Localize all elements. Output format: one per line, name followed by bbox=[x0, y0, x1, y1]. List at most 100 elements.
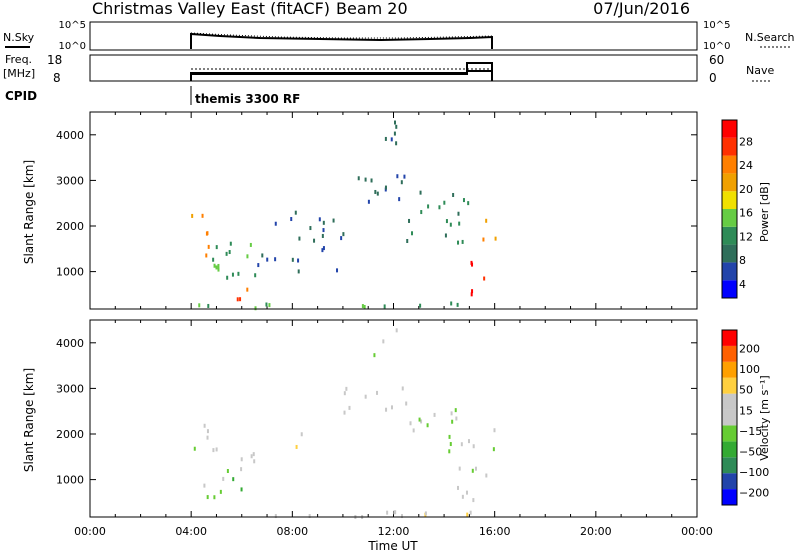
time-tick-label: 00:00 bbox=[681, 525, 713, 538]
velocity-cell bbox=[451, 419, 454, 424]
power-cell bbox=[254, 273, 257, 278]
power-cell bbox=[483, 276, 486, 281]
velocity-cell bbox=[469, 510, 472, 515]
velocity-cell bbox=[450, 411, 453, 416]
power-cell bbox=[207, 303, 210, 308]
velocity-cell bbox=[193, 446, 196, 451]
velocity-cell bbox=[386, 510, 389, 515]
beam-title: Beam 20 bbox=[336, 0, 408, 18]
power-cell bbox=[374, 189, 377, 194]
power-cell bbox=[229, 241, 232, 246]
power-cell bbox=[364, 177, 367, 182]
time-tick-label: 20:00 bbox=[580, 525, 612, 538]
power-colorbar-swatch bbox=[722, 244, 737, 263]
power-cell bbox=[294, 210, 297, 215]
power-cell bbox=[443, 200, 446, 205]
power-colorbar-tick: 28 bbox=[739, 135, 753, 148]
velocity-colorbar-swatch bbox=[722, 489, 737, 505]
power-cell bbox=[357, 176, 360, 181]
velocity-cell bbox=[206, 429, 209, 434]
power-cell bbox=[290, 217, 293, 222]
velocity-cell bbox=[424, 511, 427, 516]
velocity-colorbar-swatch bbox=[722, 425, 737, 442]
velocity-cell bbox=[222, 476, 225, 481]
power-cell bbox=[274, 257, 277, 262]
velocity-colorbar-frame bbox=[721, 329, 738, 506]
power-cell bbox=[427, 204, 430, 209]
power-cell bbox=[225, 251, 228, 256]
velocity-cell bbox=[252, 452, 255, 457]
velocity-colorbar-tick: −15 bbox=[739, 425, 762, 438]
power-cell bbox=[361, 304, 364, 309]
velocity-cell bbox=[343, 410, 346, 415]
power-cell bbox=[384, 185, 387, 190]
velocity-colorbar-tick: 100 bbox=[739, 363, 760, 376]
power-cell bbox=[419, 303, 422, 308]
velocity-cell bbox=[492, 447, 495, 452]
time-tick-label: 12:00 bbox=[378, 525, 410, 538]
freq-panel bbox=[89, 54, 698, 82]
power-colorbar-tick: 8 bbox=[739, 254, 746, 267]
power-cell bbox=[217, 267, 220, 272]
power-cell bbox=[384, 136, 387, 141]
velocity-cell bbox=[467, 439, 470, 444]
velocity-cell bbox=[461, 494, 464, 499]
power-cell bbox=[336, 268, 339, 273]
power-cell bbox=[445, 219, 448, 224]
velocity-colorbar-tick: 15 bbox=[739, 404, 753, 417]
power-colorbar-swatch bbox=[722, 137, 737, 156]
power-ytick-label: 2000 bbox=[56, 220, 84, 233]
power-cell bbox=[322, 246, 325, 251]
power-cell bbox=[485, 218, 488, 223]
power-cell bbox=[205, 253, 208, 258]
power-cell bbox=[470, 292, 473, 297]
power-cell bbox=[376, 191, 379, 196]
power-cell bbox=[237, 271, 240, 276]
time-axis-label: Time UT bbox=[367, 539, 418, 553]
power-colorbar-tick: 24 bbox=[739, 159, 753, 172]
velocity-panel: 4000 3000 2000 1000 bbox=[56, 320, 698, 519]
velocity-cell bbox=[466, 512, 469, 517]
power-cell bbox=[217, 263, 220, 268]
velocity-cell bbox=[308, 514, 311, 519]
station-title: Christmas Valley East (fitACF) bbox=[92, 0, 330, 18]
velocity-colorbar-swatch bbox=[722, 409, 737, 426]
velocity-cell bbox=[409, 421, 412, 426]
power-colorbar-swatch bbox=[722, 120, 737, 138]
velocity-cell bbox=[373, 353, 376, 358]
power-colorbar-swatch bbox=[722, 155, 737, 174]
time-tick-label: 04:00 bbox=[175, 525, 207, 538]
velocity-colorbar-tick: −100 bbox=[739, 466, 769, 479]
freq-label: Freq. bbox=[5, 53, 32, 66]
velocity-ylabel: Slant Range [km] bbox=[22, 368, 36, 472]
velocity-colorbar-label: Velocity [m s⁻¹] bbox=[758, 375, 771, 460]
velocity-cell bbox=[405, 401, 408, 406]
power-cell bbox=[236, 297, 239, 302]
power-colorbar-frame bbox=[721, 119, 738, 299]
power-cell bbox=[297, 269, 300, 274]
power-colorbar-swatch bbox=[722, 280, 737, 298]
power-cell bbox=[228, 250, 231, 255]
velocity-cell bbox=[240, 487, 243, 492]
velocity-colorbar-swatch bbox=[722, 345, 737, 362]
power-cell bbox=[494, 236, 497, 241]
velocity-cell bbox=[364, 394, 367, 399]
power-ytick-label: 1000 bbox=[56, 266, 84, 279]
power-cell bbox=[395, 124, 398, 129]
power-cell bbox=[400, 180, 403, 185]
velocity-cell bbox=[203, 483, 206, 488]
velocity-cell bbox=[448, 449, 451, 454]
power-cell bbox=[390, 137, 393, 142]
power-cell bbox=[298, 236, 301, 241]
power-colorbar-swatch bbox=[722, 173, 737, 192]
velocity-cell bbox=[213, 495, 216, 500]
power-cell bbox=[449, 222, 452, 227]
velocity-cell bbox=[203, 423, 206, 428]
velocity-cell bbox=[219, 489, 222, 494]
power-cell bbox=[395, 141, 398, 146]
cpid-value: themis 3300 RF bbox=[195, 92, 300, 106]
power-cell bbox=[408, 218, 411, 223]
nsky-trace bbox=[190, 32, 493, 49]
power-cell bbox=[367, 199, 370, 204]
